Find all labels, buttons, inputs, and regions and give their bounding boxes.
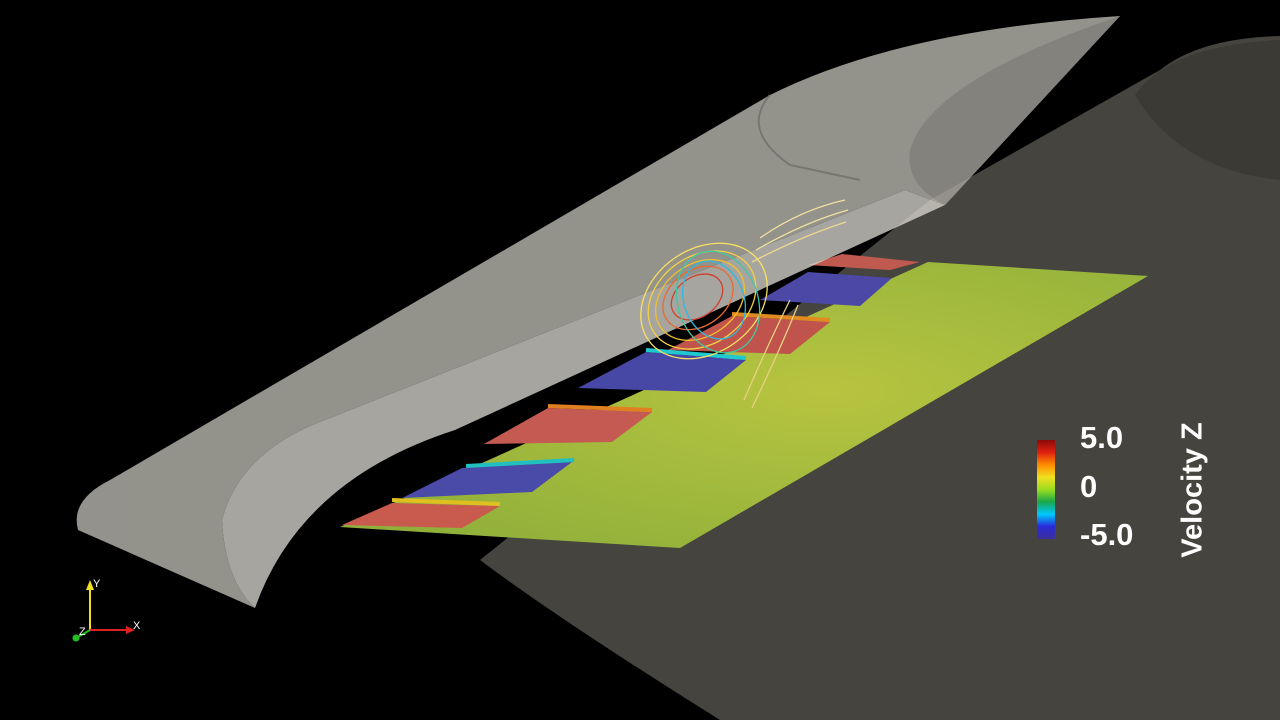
orientation-axes-widget[interactable]: [72, 580, 136, 642]
ground-shadow: [1135, 40, 1280, 180]
vortex-band-blue: [402, 462, 572, 498]
scalar-bar: [1037, 440, 1055, 539]
x-axis-label: X: [133, 620, 141, 632]
vortex-band-red: [808, 254, 920, 270]
z-axis-arrow: [72, 634, 80, 642]
z-axis-line: [77, 629, 91, 638]
vortex-band-blue: [578, 352, 746, 392]
x-axis-arrow: [126, 626, 135, 634]
scalar-bar-mid-label: 0: [1080, 469, 1098, 504]
vortex-band-red: [484, 408, 652, 444]
vortex-band-blue: [760, 272, 892, 306]
scalar-bar-colors: [1037, 440, 1055, 539]
vortex-streamlines: [640, 199, 849, 409]
scalar-bar-max-label: 5.0: [1080, 420, 1124, 455]
scalar-bar-min-label: -5.0: [1080, 517, 1134, 552]
y-axis-arrow: [86, 580, 94, 590]
velocity-slice-plane: [340, 254, 1148, 548]
y-axis-label: Y: [93, 578, 101, 590]
translucent-body-surface: [76, 16, 1121, 608]
scalar-bar-title: Velocity Z: [1176, 422, 1209, 558]
vortex-band-red: [342, 503, 500, 528]
z-axis-label: Z: [79, 626, 86, 638]
